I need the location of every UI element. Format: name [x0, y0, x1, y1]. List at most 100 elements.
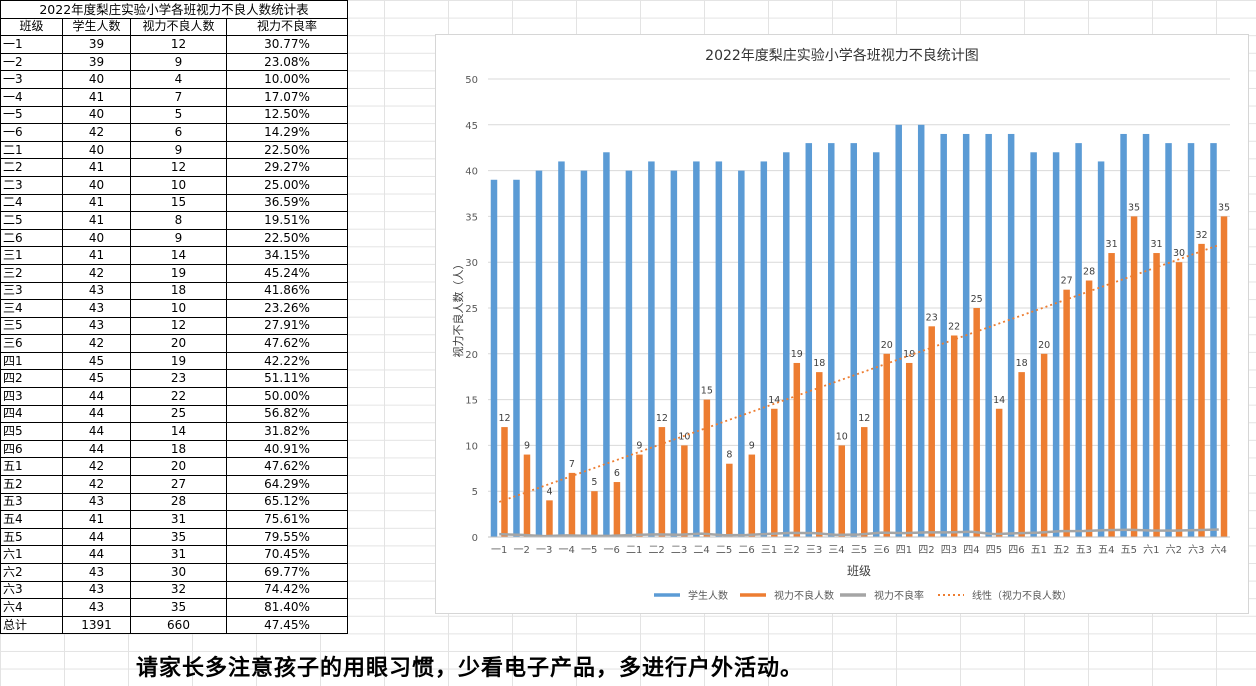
cell-students[interactable]: 1391 — [62, 615, 131, 635]
cell-class[interactable]: 四6 — [0, 439, 63, 459]
cell-class[interactable]: 五5 — [0, 527, 63, 547]
cell-poor-vision-rate[interactable]: 74.42% — [226, 580, 348, 600]
cell-poor-vision[interactable]: 32 — [130, 580, 227, 600]
cell-students[interactable]: 41 — [62, 211, 131, 230]
cell-poor-vision[interactable]: 14 — [130, 422, 227, 441]
header-students[interactable]: 学生人数 — [62, 17, 131, 37]
cell-poor-vision[interactable]: 27 — [130, 475, 227, 494]
cell-poor-vision[interactable]: 35 — [130, 598, 227, 617]
cell-class[interactable]: 二5 — [0, 211, 63, 230]
cell-class[interactable]: 五1 — [0, 457, 63, 477]
cell-poor-vision-rate[interactable]: 65.12% — [226, 492, 348, 512]
cell-poor-vision[interactable]: 4 — [130, 70, 227, 89]
cell-students[interactable]: 43 — [62, 492, 131, 512]
cell-class[interactable]: 四4 — [0, 404, 63, 424]
cell-poor-vision[interactable]: 10 — [130, 175, 227, 195]
cell-poor-vision-rate[interactable]: 30.77% — [226, 35, 348, 54]
cell-poor-vision-rate[interactable]: 69.77% — [226, 563, 348, 582]
cell-students[interactable]: 43 — [62, 580, 131, 600]
header-poor-vision[interactable]: 视力不良人数 — [130, 17, 227, 37]
cell-students[interactable]: 39 — [62, 35, 131, 54]
cell-class[interactable]: 一4 — [0, 87, 63, 107]
cell-class[interactable]: 一2 — [0, 52, 63, 72]
cell-poor-vision-rate[interactable]: 45.24% — [226, 263, 348, 283]
cell-class[interactable]: 一5 — [0, 105, 63, 125]
cell-poor-vision-rate[interactable]: 75.61% — [226, 510, 348, 529]
cell-poor-vision-rate[interactable]: 42.22% — [226, 351, 348, 371]
cell-students[interactable]: 45 — [62, 369, 131, 389]
cell-poor-vision[interactable]: 18 — [130, 439, 227, 459]
cell-class[interactable]: 五3 — [0, 492, 63, 512]
cell-students[interactable]: 42 — [62, 263, 131, 283]
cell-poor-vision-rate[interactable]: 50.00% — [226, 387, 348, 406]
chart-area[interactable]: 2022年度梨庄实验小学各班视力不良统计图 0 5 10 15 20 25 30 35 40 45 5… — [435, 34, 1249, 614]
cell-poor-vision[interactable]: 19 — [130, 351, 227, 371]
cell-poor-vision-rate[interactable]: 17.07% — [226, 87, 348, 107]
cell-poor-vision[interactable]: 23 — [130, 369, 227, 389]
cell-poor-vision-rate[interactable]: 41.86% — [226, 281, 348, 301]
cell-poor-vision[interactable]: 31 — [130, 545, 227, 564]
cell-students[interactable]: 41 — [62, 510, 131, 529]
cell-students[interactable]: 45 — [62, 351, 131, 371]
cell-poor-vision[interactable]: 12 — [130, 158, 227, 177]
cell-class[interactable]: 三1 — [0, 246, 63, 265]
cell-poor-vision-rate[interactable]: 22.50% — [226, 228, 348, 248]
cell-poor-vision-rate[interactable]: 47.45% — [226, 615, 348, 635]
cell-class[interactable]: 二2 — [0, 158, 63, 177]
cell-poor-vision-rate[interactable]: 56.82% — [226, 404, 348, 424]
cell-class[interactable]: 三4 — [0, 299, 63, 318]
cell-poor-vision[interactable]: 20 — [130, 334, 227, 353]
cell-poor-vision-rate[interactable]: 70.45% — [226, 545, 348, 564]
cell-class[interactable]: 四1 — [0, 351, 63, 371]
cell-class[interactable]: 二4 — [0, 193, 63, 213]
cell-poor-vision-rate[interactable]: 27.91% — [226, 316, 348, 336]
cell-class[interactable]: 二6 — [0, 228, 63, 248]
cell-poor-vision[interactable]: 19 — [130, 263, 227, 283]
cell-poor-vision[interactable]: 35 — [130, 527, 227, 547]
cell-students[interactable]: 44 — [62, 545, 131, 564]
cell-students[interactable]: 42 — [62, 334, 131, 353]
cell-students[interactable]: 41 — [62, 193, 131, 213]
cell-poor-vision[interactable]: 6 — [130, 123, 227, 142]
cell-students[interactable]: 40 — [62, 140, 131, 160]
cell-class[interactable]: 五2 — [0, 475, 63, 494]
cell-class[interactable]: 四3 — [0, 387, 63, 406]
cell-class[interactable]: 六4 — [0, 598, 63, 617]
cell-poor-vision-rate[interactable]: 23.08% — [226, 52, 348, 72]
cell-class[interactable]: 五4 — [0, 510, 63, 529]
table-title[interactable]: 2022年度梨庄实验小学各班视力不良人数统计表 — [0, 0, 348, 19]
cell-class[interactable]: 六1 — [0, 545, 63, 564]
cell-poor-vision[interactable]: 7 — [130, 87, 227, 107]
cell-students[interactable]: 40 — [62, 105, 131, 125]
cell-class[interactable]: 六2 — [0, 563, 63, 582]
cell-poor-vision[interactable]: 10 — [130, 299, 227, 318]
cell-poor-vision-rate[interactable]: 23.26% — [226, 299, 348, 318]
cell-poor-vision[interactable]: 20 — [130, 457, 227, 477]
cell-students[interactable]: 44 — [62, 439, 131, 459]
cell-poor-vision-rate[interactable]: 40.91% — [226, 439, 348, 459]
cell-poor-vision[interactable]: 12 — [130, 35, 227, 54]
cell-students[interactable]: 43 — [62, 563, 131, 582]
cell-poor-vision-rate[interactable]: 12.50% — [226, 105, 348, 125]
cell-students[interactable]: 41 — [62, 158, 131, 177]
cell-class[interactable]: 二1 — [0, 140, 63, 160]
cell-poor-vision-rate[interactable]: 51.11% — [226, 369, 348, 389]
cell-poor-vision[interactable]: 12 — [130, 316, 227, 336]
cell-students[interactable]: 44 — [62, 422, 131, 441]
cell-poor-vision-rate[interactable]: 47.62% — [226, 334, 348, 353]
cell-poor-vision[interactable]: 660 — [130, 615, 227, 635]
header-poor-vision-rate[interactable]: 视力不良率 — [226, 17, 348, 37]
cell-poor-vision-rate[interactable]: 22.50% — [226, 140, 348, 160]
cell-poor-vision-rate[interactable]: 81.40% — [226, 598, 348, 617]
cell-class[interactable]: 三5 — [0, 316, 63, 336]
cell-students[interactable]: 44 — [62, 387, 131, 406]
cell-poor-vision-rate[interactable]: 64.29% — [226, 475, 348, 494]
cell-poor-vision[interactable]: 15 — [130, 193, 227, 213]
cell-students[interactable]: 41 — [62, 246, 131, 265]
cell-students[interactable]: 42 — [62, 475, 131, 494]
cell-class[interactable]: 六3 — [0, 580, 63, 600]
cell-poor-vision[interactable]: 9 — [130, 140, 227, 160]
cell-students[interactable]: 44 — [62, 527, 131, 547]
cell-students[interactable]: 42 — [62, 123, 131, 142]
cell-poor-vision-rate[interactable]: 19.51% — [226, 211, 348, 230]
